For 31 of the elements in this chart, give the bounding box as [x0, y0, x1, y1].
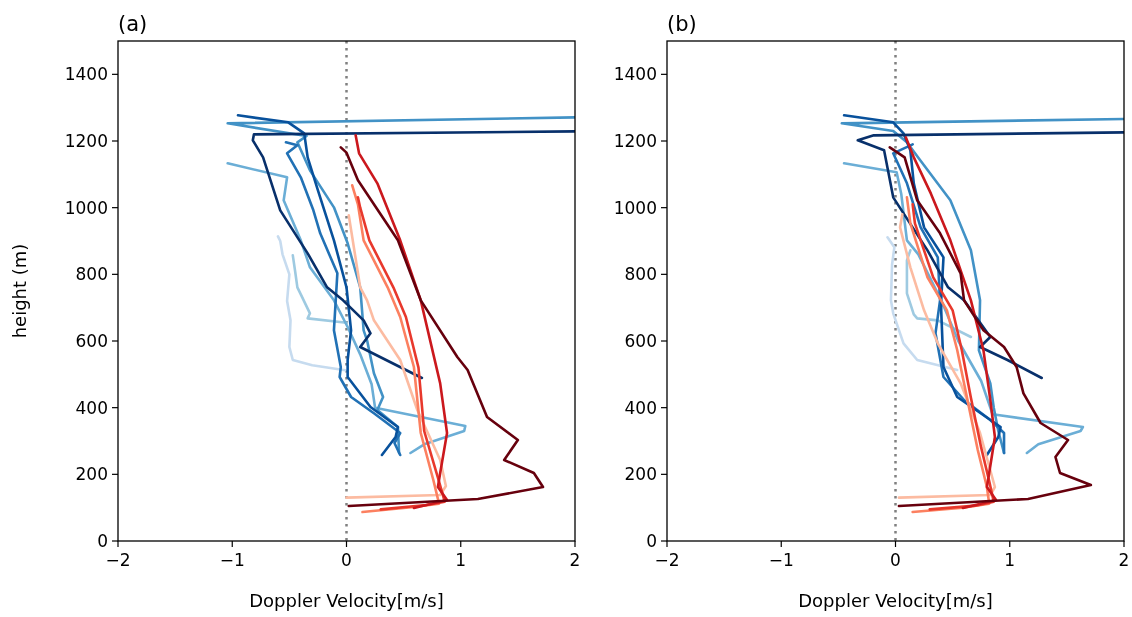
- x-tick-label: 2: [569, 550, 581, 570]
- x-tick-label: 1: [455, 550, 467, 570]
- y-tick-label: 1000: [613, 197, 657, 218]
- y-tick-label: 200: [75, 464, 108, 485]
- y-tick-label: 400: [624, 397, 657, 418]
- x-tick-label: −1: [219, 550, 245, 570]
- y-tick-label: 800: [624, 264, 657, 285]
- y-tick-label: 0: [97, 530, 108, 551]
- x-tick-label: −2: [105, 550, 131, 570]
- x-tick-label: 2: [1118, 550, 1130, 570]
- y-tick-label: 0: [646, 530, 657, 551]
- x-tick-label: −1: [768, 550, 794, 570]
- x-axis-title: Doppler Velocity[m/s]: [249, 590, 444, 611]
- x-tick-label: 1: [1004, 550, 1016, 570]
- y-tick-label: 800: [75, 264, 108, 285]
- y-tick-label: 1200: [613, 130, 657, 151]
- x-tick-label: 0: [890, 550, 901, 570]
- y-axis-title: height (m): [9, 243, 30, 339]
- y-tick-label: 600: [75, 330, 108, 351]
- y-tick-label: 1000: [64, 197, 108, 218]
- y-tick-label: 1200: [64, 130, 108, 151]
- chart-title: (a): [118, 12, 148, 36]
- y-tick-label: 1400: [64, 64, 108, 85]
- y-tick-label: 600: [624, 330, 657, 351]
- x-tick-label: −2: [654, 550, 680, 570]
- y-tick-label: 400: [75, 397, 108, 418]
- y-tick-label: 1400: [613, 64, 657, 85]
- y-tick-label: 200: [624, 464, 657, 485]
- x-axis-title: Doppler Velocity[m/s]: [798, 590, 993, 611]
- chart-title: (b): [667, 12, 697, 36]
- x-tick-label: 0: [341, 550, 352, 570]
